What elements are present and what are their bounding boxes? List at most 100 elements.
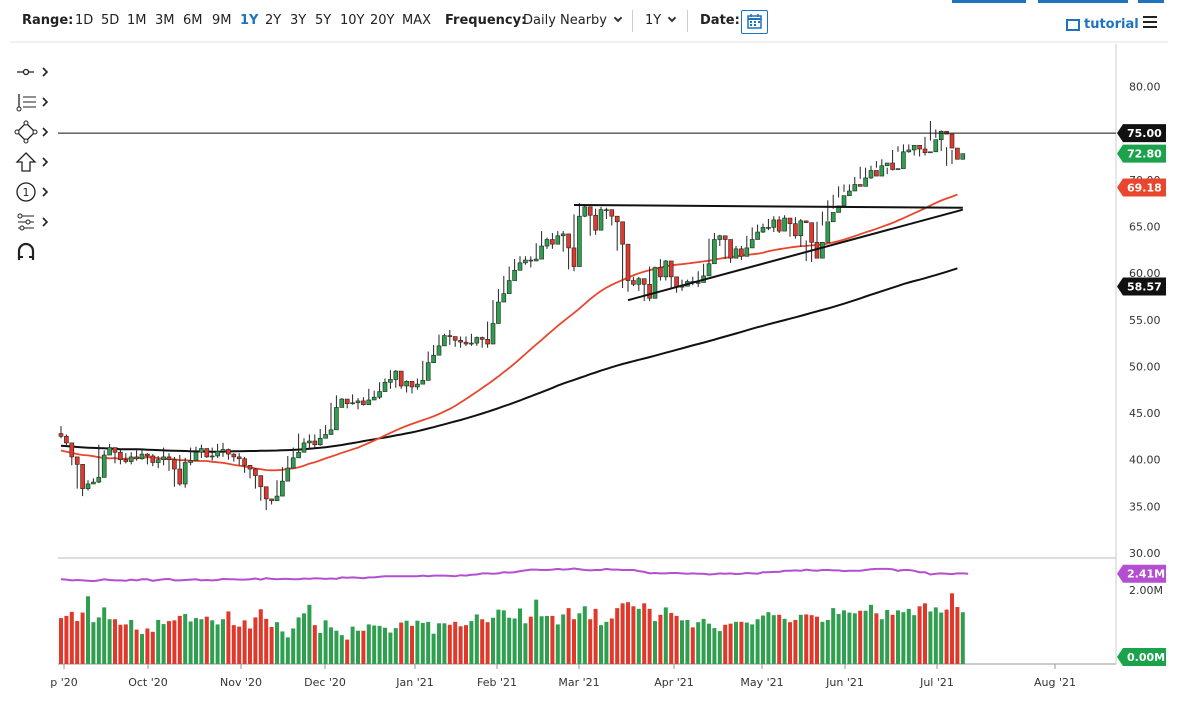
candle <box>960 153 966 160</box>
candle <box>571 214 577 272</box>
candle <box>539 231 544 260</box>
volume-bar <box>507 617 512 664</box>
range-option-3y[interactable]: 3Y <box>290 13 307 28</box>
candle <box>625 243 631 292</box>
range-option-1d[interactable]: 1D <box>75 13 94 28</box>
candle <box>382 378 388 392</box>
candle <box>361 397 366 406</box>
arrow-up-icon <box>15 152 49 172</box>
candle-body <box>69 442 75 458</box>
volume-bar <box>480 619 485 664</box>
volume-bar <box>280 631 285 664</box>
date-picker-button[interactable] <box>741 10 768 34</box>
candle-body <box>431 354 436 363</box>
range-option-5d[interactable]: 5D <box>101 13 120 28</box>
candle <box>550 232 555 249</box>
range-option-max[interactable]: MAX <box>402 13 432 28</box>
volume-bar <box>210 620 215 664</box>
candle <box>134 450 139 461</box>
candle <box>355 398 361 410</box>
range-option-1m[interactable]: 1M <box>127 13 147 28</box>
trendline <box>573 203 963 209</box>
time-tick-label: Oct '20 <box>128 676 168 689</box>
range-option-10y[interactable]: 10Y <box>340 13 365 28</box>
candle-body <box>766 227 771 229</box>
tool-arrow[interactable] <box>14 150 54 174</box>
tutorial-link[interactable]: tutorial <box>1084 17 1139 32</box>
candle-body <box>96 477 102 483</box>
time-axis: p '20 Oct '20 Nov '20 Dec '20 Jan '21 Feb '21… <box>50 664 1076 689</box>
candle-body <box>290 457 296 469</box>
candle-body <box>447 335 453 337</box>
volume-tick-label: 2.00M <box>1129 584 1163 597</box>
volume-bar <box>901 612 906 664</box>
candle-body <box>744 247 750 257</box>
volume-bar <box>64 615 69 664</box>
frequency-value: Daily Nearby <box>523 13 608 28</box>
range-option-20y[interactable]: 20Y <box>370 13 395 28</box>
price-tag-background <box>1117 277 1166 296</box>
volume-bar <box>410 625 414 664</box>
price-tick-label: 45.00 <box>1129 407 1161 420</box>
volume-bar <box>788 622 792 664</box>
range-option-2y[interactable]: 2Y <box>265 13 282 28</box>
hamburger-menu-icon[interactable] <box>1143 16 1157 28</box>
range-option-5y[interactable]: 5Y <box>315 13 332 28</box>
tool-pattern[interactable] <box>14 210 54 234</box>
candle <box>307 434 312 450</box>
volume-bar <box>939 612 944 664</box>
volume-bar <box>545 615 549 664</box>
candle-body <box>388 379 393 383</box>
candle-body <box>658 267 663 278</box>
volume-bar <box>318 632 323 664</box>
range-option-3m[interactable]: 3M <box>155 13 175 28</box>
candle-body <box>793 223 798 237</box>
candle-body <box>760 227 766 233</box>
candle <box>107 443 112 456</box>
volume-bar <box>707 623 711 664</box>
candle <box>431 344 436 363</box>
candle <box>452 336 458 347</box>
volume-bar <box>69 611 74 664</box>
frequency-select[interactable]: Daily Nearby <box>523 13 623 28</box>
candle <box>776 216 782 233</box>
tool-line[interactable] <box>14 60 54 84</box>
tool-shapes[interactable] <box>14 120 54 144</box>
range-option-9m[interactable]: 9M <box>212 13 232 28</box>
candle <box>955 147 960 160</box>
candle <box>404 380 409 393</box>
candle-body <box>247 464 253 470</box>
volume-bar <box>750 624 755 664</box>
candle-body <box>80 464 85 489</box>
period-select[interactable]: 1Y <box>645 13 677 28</box>
candle <box>587 206 593 236</box>
candle-body <box>209 455 215 458</box>
tool-annotation[interactable]: 1 <box>14 180 54 204</box>
volume-bar <box>955 607 960 664</box>
tool-magnet[interactable] <box>14 240 54 264</box>
candle-body <box>776 219 782 232</box>
candle <box>312 434 318 449</box>
volume-bar <box>615 608 620 664</box>
volume-bar <box>836 614 841 664</box>
volume-bar <box>334 630 339 664</box>
price-tag-label: 58.57 <box>1127 280 1162 293</box>
range-option-1y[interactable]: 1Y <box>240 13 259 28</box>
candle <box>652 266 658 299</box>
candle-body <box>215 451 220 457</box>
range-option-6m[interactable]: 6M <box>183 13 203 28</box>
candle-body <box>938 130 944 140</box>
candle <box>760 223 766 233</box>
candle <box>938 130 944 151</box>
candle-body <box>739 248 744 257</box>
candle-body <box>128 456 134 462</box>
volume-bar <box>172 620 177 664</box>
period-value: 1Y <box>645 13 662 28</box>
tool-fib[interactable] <box>14 90 54 114</box>
candle-body <box>415 383 420 388</box>
candle <box>609 209 615 226</box>
volume-bar <box>847 612 852 664</box>
volume-bar <box>728 623 733 664</box>
price-tag-background <box>1117 178 1166 197</box>
